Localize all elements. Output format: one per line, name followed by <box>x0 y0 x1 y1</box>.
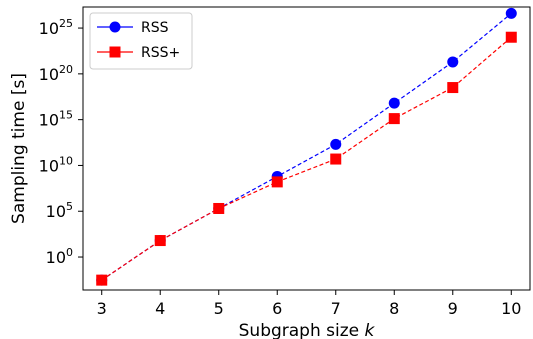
y-tick-label: 100 <box>46 246 73 267</box>
x-tick-label: 3 <box>97 299 107 318</box>
data-point <box>447 82 459 94</box>
plot-frame <box>82 6 531 291</box>
series-rss-plus <box>96 31 517 286</box>
x-tick-label: 8 <box>389 299 399 318</box>
legend-item: RSS <box>97 20 169 36</box>
data-point <box>505 7 517 19</box>
axis-ticks: 3 4 5 6 7 8 9 10 100 105 1010 1015 1020 1025 <box>39 17 522 318</box>
legend-marker <box>109 21 121 33</box>
series-layer <box>96 7 517 286</box>
x-tick-label: 9 <box>448 299 458 318</box>
data-point <box>96 274 108 286</box>
y-tick-label: 1015 <box>39 109 73 130</box>
data-point <box>330 153 342 165</box>
legend-marker <box>109 46 121 58</box>
y-tick-label: 1010 <box>39 154 73 175</box>
y-tick-label: 105 <box>46 200 73 221</box>
y-tick-label: 1025 <box>39 17 73 38</box>
legend: RSS RSS+ <box>89 12 193 70</box>
data-point <box>154 235 166 247</box>
data-point <box>447 56 459 68</box>
data-point <box>388 113 400 125</box>
y-tick-label: 1020 <box>39 63 73 84</box>
legend-item: RSS+ <box>97 45 180 61</box>
x-tick-label: 4 <box>155 299 165 318</box>
data-point <box>388 97 400 109</box>
series-line <box>101 36 512 281</box>
legend-label: RSS <box>141 20 169 36</box>
x-axis-label: Subgraph size k <box>239 321 376 339</box>
data-point <box>213 202 225 214</box>
y-axis-label: Sampling time [s] <box>9 73 29 224</box>
x-tick-label: 10 <box>501 299 521 318</box>
x-tick-label: 5 <box>214 299 224 318</box>
x-tick-label: 6 <box>272 299 282 318</box>
data-point <box>330 138 342 150</box>
x-tick-label: 7 <box>331 299 341 318</box>
data-point <box>271 176 283 188</box>
legend-label: RSS+ <box>141 45 180 61</box>
data-point <box>505 31 517 43</box>
